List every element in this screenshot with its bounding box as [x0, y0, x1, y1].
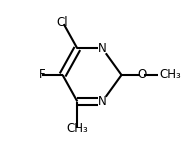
- Text: F: F: [39, 69, 45, 81]
- Text: CH₃: CH₃: [66, 122, 88, 135]
- Text: Cl: Cl: [57, 15, 68, 28]
- Text: O: O: [138, 69, 147, 81]
- Text: N: N: [98, 42, 107, 55]
- Text: CH₃: CH₃: [160, 69, 181, 81]
- Text: N: N: [98, 95, 107, 108]
